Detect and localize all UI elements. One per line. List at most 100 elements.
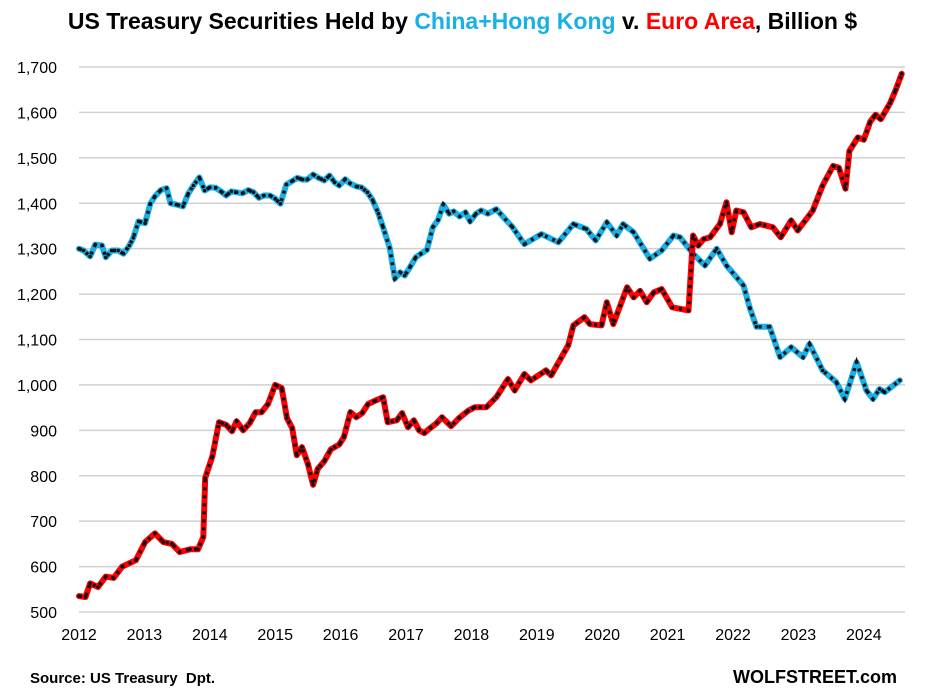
data-point <box>588 322 592 326</box>
data-point <box>342 435 346 439</box>
data-point <box>778 355 782 360</box>
data-point <box>440 415 444 420</box>
data-point <box>398 270 402 275</box>
data-point <box>864 388 869 393</box>
data-point <box>494 207 499 211</box>
data-point <box>210 454 215 459</box>
y-tick-label: 800 <box>30 469 57 486</box>
data-point <box>196 547 200 552</box>
data-point <box>234 190 239 195</box>
data-point <box>414 255 418 260</box>
data-point <box>224 423 228 427</box>
data-point <box>478 405 482 410</box>
data-point <box>701 237 706 241</box>
data-point <box>278 201 283 206</box>
data-point <box>266 402 270 406</box>
data-point <box>599 323 604 328</box>
data-point <box>376 211 381 216</box>
data-point <box>447 211 452 216</box>
data-point <box>638 289 642 293</box>
data-point <box>329 447 333 452</box>
data-point <box>253 410 258 415</box>
data-point <box>400 411 404 415</box>
data-point <box>322 459 327 464</box>
data-point <box>111 576 116 580</box>
euro-area-series-line <box>76 70 905 600</box>
data-point <box>186 191 190 196</box>
data-point <box>506 377 510 381</box>
data-point <box>894 87 898 92</box>
data-point <box>843 397 847 401</box>
data-point <box>510 225 515 230</box>
data-point <box>177 550 182 554</box>
x-tick-label: 2022 <box>715 627 751 644</box>
data-point <box>843 186 848 191</box>
data-point <box>820 368 825 373</box>
data-point <box>153 194 157 199</box>
data-point <box>385 420 390 425</box>
x-tick-label: 2019 <box>519 627 555 644</box>
data-point <box>837 166 841 170</box>
data-point <box>337 442 342 447</box>
data-point <box>393 276 397 281</box>
y-tick-label: 1,100 <box>17 333 57 350</box>
y-tick-label: 1,200 <box>17 287 57 304</box>
data-point <box>273 383 278 387</box>
data-point <box>251 190 256 195</box>
data-point <box>289 179 294 184</box>
data-point <box>337 183 342 188</box>
data-point <box>457 416 461 420</box>
data-point <box>807 342 812 346</box>
data-point <box>374 398 378 403</box>
data-point <box>262 193 266 198</box>
data-point <box>161 540 166 544</box>
data-point <box>120 564 124 569</box>
data-point <box>789 345 793 350</box>
y-tick-label: 1,300 <box>17 242 57 259</box>
data-point <box>584 227 589 231</box>
data-point <box>611 322 616 326</box>
brand-logo-text: WOLFSTREET.com <box>732 667 897 687</box>
data-point <box>789 218 793 223</box>
data-point <box>300 445 304 449</box>
data-point <box>741 210 746 215</box>
data-point <box>100 243 104 248</box>
data-point <box>93 242 98 247</box>
data-point <box>213 186 218 190</box>
china-hong-kong-series-dots <box>78 172 901 404</box>
data-point <box>748 306 752 311</box>
data-point <box>306 462 310 466</box>
y-tick-label: 1,000 <box>17 378 57 395</box>
data-point <box>121 251 126 256</box>
data-point <box>88 581 92 586</box>
x-tick-label: 2014 <box>192 627 228 644</box>
data-point <box>109 248 114 253</box>
data-point <box>174 202 179 207</box>
data-point <box>143 540 147 544</box>
data-point <box>436 218 440 222</box>
data-point <box>877 387 882 391</box>
x-tick-label: 2024 <box>846 627 882 644</box>
data-point <box>354 184 359 189</box>
data-point <box>703 263 707 268</box>
data-point <box>168 201 173 206</box>
data-point <box>484 405 489 410</box>
x-tick-label: 2021 <box>650 627 686 644</box>
x-tick-label: 2023 <box>781 627 817 644</box>
data-point <box>771 225 775 230</box>
data-point <box>387 246 392 250</box>
data-point <box>879 117 883 121</box>
data-point <box>659 287 664 291</box>
data-point <box>188 547 192 552</box>
data-point <box>202 188 207 193</box>
data-point <box>159 188 163 192</box>
data-point <box>305 177 310 182</box>
data-point <box>888 101 892 106</box>
data-point <box>191 183 196 188</box>
data-point <box>327 173 332 178</box>
data-point <box>724 200 729 205</box>
data-point <box>631 230 636 235</box>
data-point <box>247 421 252 425</box>
data-point <box>593 238 598 243</box>
data-point <box>241 428 245 433</box>
